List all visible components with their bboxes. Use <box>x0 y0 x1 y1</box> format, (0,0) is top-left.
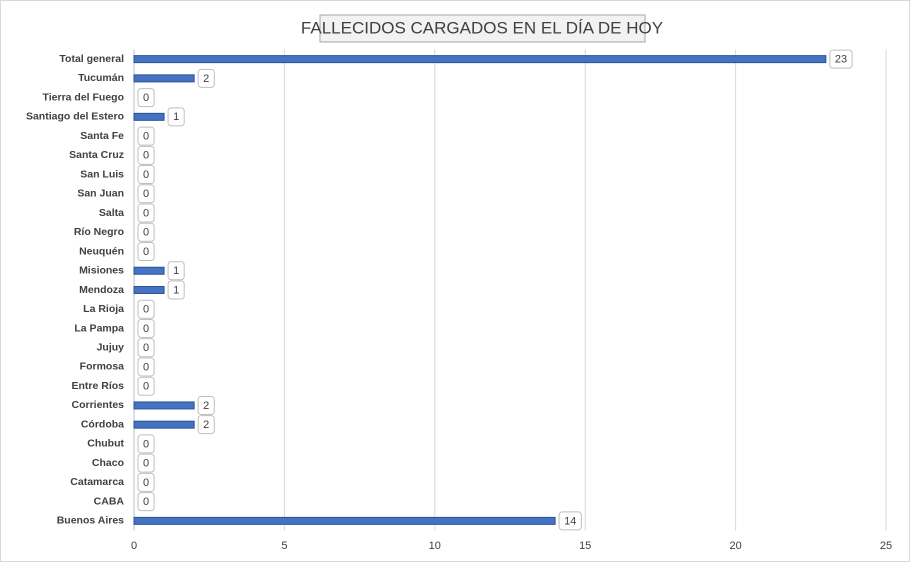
y-tick-label: Río Negro <box>74 226 124 238</box>
data-label-box <box>137 434 155 454</box>
bar <box>133 266 165 275</box>
data-label: 0 <box>143 150 149 162</box>
data-label: 0 <box>143 92 149 104</box>
data-label-box <box>137 222 155 242</box>
x-tick-label: 20 <box>729 540 741 552</box>
y-tick-label: Santa Fe <box>80 130 124 142</box>
y-tick-label: La Rioja <box>83 303 124 315</box>
data-label-box <box>137 453 155 473</box>
y-tick-label: Chaco <box>92 457 124 469</box>
data-label-box <box>137 242 155 262</box>
data-label-box <box>137 145 155 165</box>
data-label-box <box>137 203 155 223</box>
data-label: 2 <box>203 73 209 85</box>
data-label: 1 <box>173 111 179 123</box>
data-label: 0 <box>143 381 149 393</box>
data-label: 2 <box>203 419 209 431</box>
data-label-box <box>137 472 155 492</box>
y-tick-label: Santa Cruz <box>69 149 124 161</box>
y-tick-label: Santiago del Estero <box>26 111 124 123</box>
chart-title: FALLECIDOS CARGADOS EN EL DÍA DE HOY <box>301 18 663 37</box>
data-label-box <box>137 376 155 396</box>
data-label: 0 <box>143 342 149 354</box>
y-tick-label: Formosa <box>80 361 125 373</box>
data-label: 23 <box>835 54 847 66</box>
data-label-box <box>829 49 853 69</box>
data-label: 0 <box>143 323 149 335</box>
y-tick-label: San Juan <box>77 188 124 200</box>
y-tick-label: Buenos Aires <box>57 515 124 527</box>
bar <box>133 286 165 294</box>
y-tick-label: Entre Ríos <box>71 380 124 392</box>
y-tick-label: Salta <box>99 207 124 219</box>
y-tick-label: Jujuy <box>97 342 125 354</box>
y-tick-label: Total general <box>59 53 124 65</box>
y-tick-label: Misiones <box>79 265 124 277</box>
bar <box>133 112 165 121</box>
data-label-box <box>167 107 185 127</box>
y-tick-label: Neuquén <box>79 245 124 257</box>
data-label-box <box>137 184 155 204</box>
x-tick-label: 0 <box>131 540 137 552</box>
data-label-box <box>137 338 155 358</box>
data-label: 0 <box>143 246 149 258</box>
data-label: 1 <box>173 265 179 277</box>
bar <box>133 420 195 429</box>
y-tick-label: La Pampa <box>74 322 124 334</box>
y-tick-label: Chubut <box>87 438 124 450</box>
data-label: 0 <box>143 207 149 219</box>
data-label-box <box>167 280 185 300</box>
data-label-box <box>137 318 155 338</box>
data-label: 0 <box>143 188 149 200</box>
x-tick-label: 25 <box>880 540 892 552</box>
x-tick-label: 5 <box>281 540 287 552</box>
data-label-box <box>137 88 155 108</box>
x-tick-label: 10 <box>429 540 441 552</box>
data-label: 0 <box>143 304 149 316</box>
y-tick-label: Corrientes <box>71 399 124 411</box>
y-tick-label: Córdoba <box>81 418 124 430</box>
data-label-box <box>167 261 185 281</box>
data-label: 0 <box>143 130 149 142</box>
data-label-box <box>197 68 215 88</box>
data-label: 2 <box>203 400 209 412</box>
data-label-box <box>137 357 155 377</box>
data-label-box <box>197 415 215 435</box>
bar <box>133 74 195 83</box>
y-tick-label: CABA <box>94 495 125 507</box>
y-tick-label: San Luis <box>80 168 124 180</box>
data-label-box <box>137 299 155 319</box>
title-box <box>319 14 646 43</box>
data-label: 0 <box>143 477 149 489</box>
data-label-box <box>558 511 582 531</box>
y-tick-label: Tucumán <box>78 72 124 84</box>
data-label: 14 <box>564 515 576 527</box>
data-label: 0 <box>143 227 149 239</box>
data-label-box <box>137 126 155 146</box>
bar <box>133 401 195 410</box>
data-label: 1 <box>173 284 179 296</box>
y-tick-label: Tierra del Fuego <box>43 91 125 103</box>
data-label: 0 <box>143 458 149 470</box>
data-label-box <box>137 165 155 185</box>
data-label: 0 <box>143 169 149 181</box>
data-label-box <box>137 492 155 512</box>
data-label-box <box>197 395 215 415</box>
data-label: 0 <box>143 361 149 373</box>
bar <box>133 516 556 525</box>
bar <box>133 55 827 64</box>
y-tick-label: Mendoza <box>79 284 124 296</box>
data-label: 0 <box>143 438 149 450</box>
y-tick-label: Catamarca <box>70 476 124 488</box>
data-label: 0 <box>143 496 149 508</box>
x-tick-label: 15 <box>579 540 591 552</box>
